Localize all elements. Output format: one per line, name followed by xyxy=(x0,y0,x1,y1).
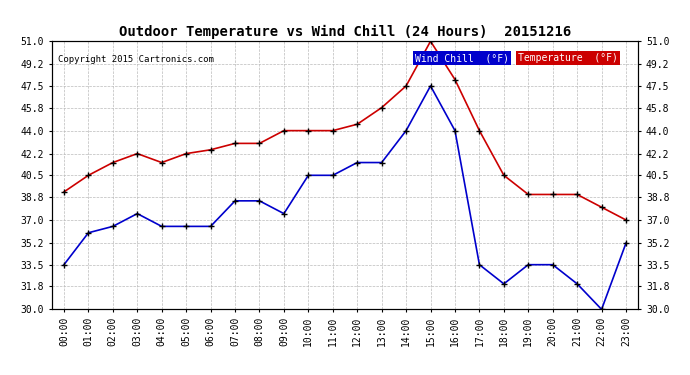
Text: Copyright 2015 Cartronics.com: Copyright 2015 Cartronics.com xyxy=(58,55,213,64)
Text: Temperature  (°F): Temperature (°F) xyxy=(518,53,618,63)
Title: Outdoor Temperature vs Wind Chill (24 Hours)  20151216: Outdoor Temperature vs Wind Chill (24 Ho… xyxy=(119,24,571,39)
Text: Wind Chill  (°F): Wind Chill (°F) xyxy=(415,53,509,63)
